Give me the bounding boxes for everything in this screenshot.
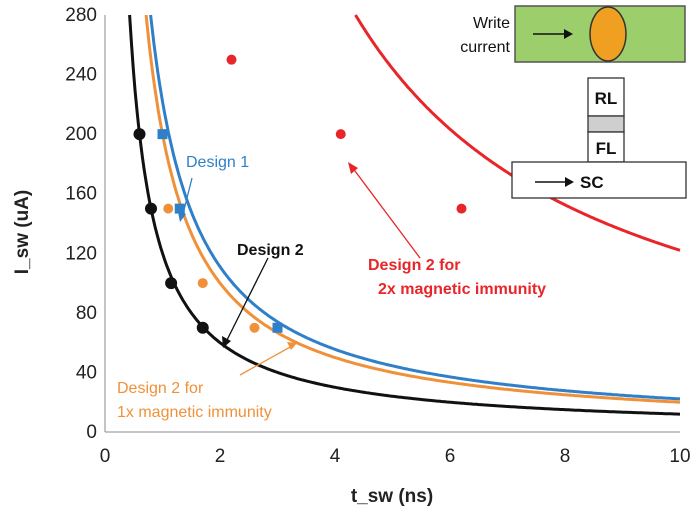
write-label-line2: current (460, 39, 510, 56)
x-tick-10: 10 (669, 446, 690, 467)
device-inset: Write current RL FL SC (460, 5, 687, 199)
data-point-3-0 (226, 54, 237, 65)
label-design2-2x-line1: Design 2 for (368, 257, 460, 274)
data-point-1-2 (165, 277, 178, 290)
mtj-ellipse (589, 6, 627, 62)
y-tick-40: 40 (76, 362, 97, 383)
fit-curve-1 (128, 14, 680, 416)
y-tick-280: 280 (65, 5, 97, 26)
y-tick-120: 120 (65, 243, 97, 264)
data-point-0-0 (157, 129, 168, 140)
y-tick-80: 80 (76, 303, 97, 324)
x-tick-labels: 0 2 4 6 8 10 (100, 446, 691, 467)
arrow-design2-2x (351, 166, 421, 259)
data-point-2-1 (197, 278, 208, 289)
data-markers (133, 54, 467, 334)
data-point-1-0 (133, 128, 146, 141)
fl-label: FL (596, 139, 617, 158)
data-point-1-3 (196, 321, 209, 334)
data-point-0-2 (272, 322, 283, 333)
data-point-0-1 (174, 203, 185, 214)
data-point-3-2 (456, 203, 467, 214)
x-tick-4: 4 (330, 446, 341, 467)
y-tick-0: 0 (86, 422, 97, 443)
sc-layer (511, 161, 687, 199)
y-tick-240: 240 (65, 65, 97, 86)
y-tick-labels: 0 40 80 120 160 200 240 280 (65, 5, 97, 443)
data-point-3-1 (335, 129, 346, 140)
arrow-design2 (225, 257, 269, 343)
y-tick-200: 200 (65, 124, 97, 145)
x-axis-label: t_sw (ns) (351, 486, 433, 507)
y-axis-label: I_sw (uA) (12, 190, 33, 274)
x-tick-6: 6 (445, 446, 456, 467)
x-tick-8: 8 (560, 446, 571, 467)
label-design2-1x-line1: Design 2 for (117, 380, 204, 397)
label-design2-1x-line2: 1x magnetic immunity (117, 404, 272, 421)
arrowhead-design2-1x (287, 342, 297, 350)
x-tick-2: 2 (215, 446, 226, 467)
rl-label: RL (595, 89, 618, 108)
label-design2-2x-line2: 2x magnetic immunity (378, 281, 546, 298)
y-tick-160: 160 (65, 184, 97, 205)
rl-layer (587, 77, 625, 117)
data-point-2-0 (163, 203, 174, 214)
sc-label: SC (580, 173, 604, 192)
arrow-design1 (181, 177, 193, 219)
label-design2: Design 2 (237, 242, 304, 259)
arrowhead-design2-2x (348, 162, 358, 174)
fit-curves (128, 14, 681, 416)
arrow-design2-1x (239, 345, 293, 376)
annotation-arrows (178, 162, 421, 376)
data-point-1-1 (145, 202, 157, 215)
fit-curve-2 (144, 14, 681, 404)
label-design1: Design 1 (186, 154, 249, 171)
write-current-arrowhead (564, 29, 573, 39)
barrier-layer (587, 115, 625, 133)
fit-curve-0 (149, 14, 681, 401)
data-point-2-2 (249, 322, 260, 333)
sc-arrowhead (565, 177, 574, 187)
arrowhead-design2 (222, 336, 231, 348)
write-label-line1: Write (473, 15, 510, 32)
x-tick-0: 0 (100, 446, 111, 467)
arrowhead-design1 (178, 212, 186, 222)
